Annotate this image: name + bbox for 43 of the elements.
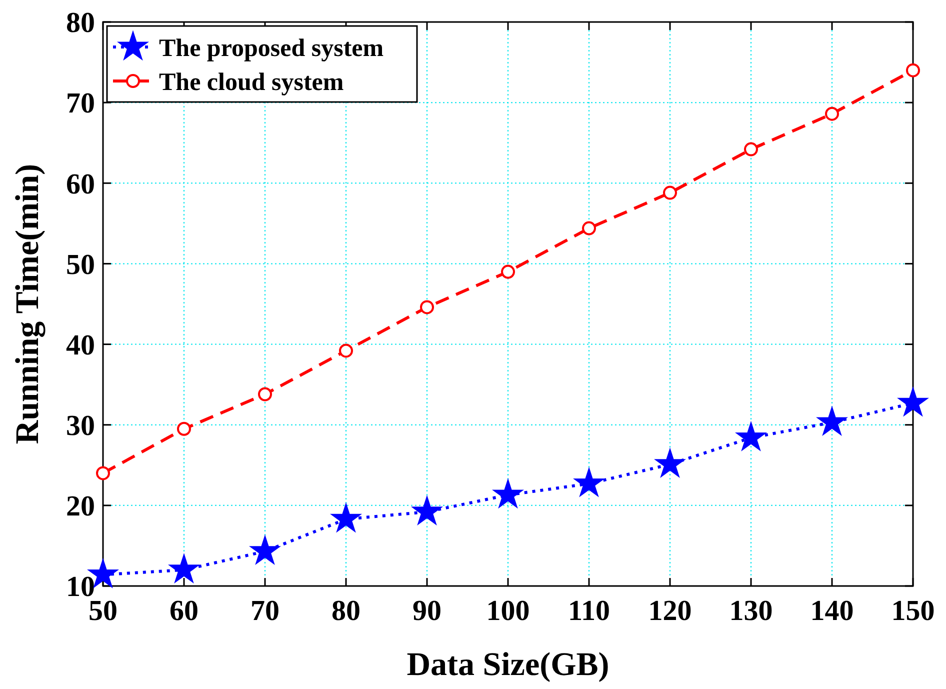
point — [420, 300, 434, 314]
point — [744, 142, 758, 156]
x-tick-label: 120 — [648, 595, 692, 627]
x-axis-title: Data Size(GB) — [406, 647, 610, 683]
point — [655, 448, 685, 478]
point — [493, 479, 523, 508]
x-tick-label: 140 — [810, 595, 854, 627]
point — [96, 466, 110, 480]
legend-label: The proposed system — [159, 34, 384, 62]
point — [501, 264, 515, 279]
x-tick-label: 80 — [332, 595, 360, 627]
x-tick-label: 90 — [412, 595, 442, 627]
y-tick-label: 40 — [66, 329, 95, 362]
point — [817, 406, 847, 436]
y-tick-label: 70 — [66, 88, 95, 120]
point — [250, 536, 280, 564]
point — [736, 422, 766, 451]
point — [906, 63, 920, 78]
x-tick-label: 60 — [170, 595, 198, 627]
y-tick-label: 20 — [66, 490, 95, 523]
point — [582, 221, 596, 236]
x-tick-label: 70 — [250, 595, 280, 627]
point — [663, 186, 677, 200]
point — [574, 468, 604, 496]
x-tick-label: 110 — [568, 595, 610, 627]
y-axis-title: Running Time(min) — [10, 164, 46, 444]
point — [258, 387, 272, 402]
y-tick-label: 50 — [66, 248, 95, 281]
x-tick-label: 130 — [729, 595, 773, 627]
point — [898, 387, 928, 416]
legend-label: The cloud system — [159, 68, 344, 96]
point — [331, 503, 361, 532]
x-tick-label: 150 — [891, 595, 935, 627]
x-tick-label: 100 — [486, 595, 530, 627]
x-tick-label: 50 — [88, 595, 118, 627]
y-tick-label: 80 — [66, 7, 95, 40]
point — [177, 422, 191, 436]
y-tick-label: 60 — [66, 168, 95, 200]
point — [169, 554, 199, 583]
point — [825, 106, 839, 121]
point — [339, 344, 353, 358]
y-tick-label: 30 — [66, 410, 95, 442]
point — [412, 496, 442, 525]
